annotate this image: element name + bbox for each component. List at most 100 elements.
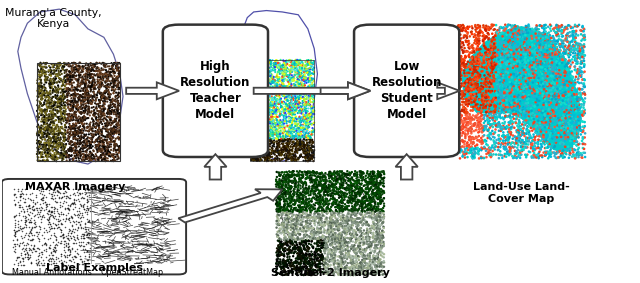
Point <box>538 81 548 86</box>
Point <box>22 216 33 221</box>
Point <box>541 87 552 92</box>
Point <box>529 153 539 157</box>
Point <box>269 142 279 147</box>
Point <box>40 125 51 130</box>
Point <box>90 155 100 159</box>
Point <box>370 258 380 263</box>
Point <box>51 150 61 155</box>
Point <box>297 141 307 145</box>
Point <box>557 29 567 34</box>
Point <box>104 93 115 98</box>
Point <box>63 155 74 160</box>
Point <box>544 77 554 82</box>
Point <box>470 98 481 102</box>
Point <box>278 270 289 274</box>
Point <box>571 132 581 136</box>
Point <box>291 159 301 163</box>
Point <box>278 147 288 152</box>
Point <box>60 62 70 67</box>
Point <box>490 27 500 32</box>
Point <box>278 81 288 86</box>
Point <box>287 75 297 80</box>
Point <box>66 127 76 132</box>
Point <box>86 72 96 77</box>
Point <box>68 187 78 192</box>
Point <box>322 265 332 270</box>
Point <box>102 148 112 153</box>
Point <box>292 131 303 135</box>
Point <box>509 23 520 28</box>
Point <box>296 242 306 246</box>
Point <box>375 248 385 252</box>
Point <box>32 200 42 205</box>
Point <box>354 228 364 232</box>
Point <box>497 84 507 88</box>
Point <box>47 95 58 99</box>
Point <box>465 34 475 38</box>
Point <box>268 63 278 68</box>
Point <box>280 69 290 74</box>
Point <box>49 253 59 258</box>
Point <box>296 123 307 127</box>
Point <box>282 217 292 222</box>
Point <box>56 100 66 104</box>
Point <box>482 89 492 93</box>
Point <box>287 94 298 99</box>
Point <box>299 85 309 89</box>
Point <box>254 73 264 78</box>
Point <box>24 253 35 258</box>
Point <box>552 90 563 95</box>
Point <box>36 151 46 156</box>
Point <box>284 73 294 78</box>
Point <box>355 241 365 245</box>
Point <box>472 147 482 151</box>
Point <box>363 223 373 227</box>
Point <box>476 111 486 115</box>
Point <box>502 151 512 156</box>
Point <box>529 48 540 52</box>
Point <box>42 146 52 151</box>
Point <box>294 84 304 88</box>
Point <box>43 101 53 106</box>
Point <box>271 225 282 230</box>
Point <box>537 144 547 149</box>
Point <box>261 119 271 123</box>
Point <box>468 46 479 50</box>
Point <box>61 132 71 136</box>
Point <box>47 194 58 198</box>
Point <box>543 123 553 127</box>
Point <box>44 104 54 109</box>
Point <box>578 119 588 124</box>
Point <box>566 50 576 54</box>
Point <box>531 45 541 50</box>
Point <box>368 212 378 216</box>
Point <box>296 107 306 111</box>
Point <box>513 155 524 159</box>
Point <box>82 142 92 146</box>
Point <box>329 183 339 187</box>
Point <box>497 31 507 35</box>
Point <box>300 265 310 269</box>
Point <box>342 172 352 177</box>
Point <box>56 98 66 102</box>
Point <box>294 209 305 213</box>
Point <box>474 90 484 95</box>
Point <box>502 114 513 119</box>
Point <box>307 96 317 100</box>
Point <box>340 226 351 231</box>
Point <box>83 240 93 245</box>
Point <box>262 80 273 84</box>
Point <box>469 155 479 159</box>
Point <box>35 208 45 213</box>
Point <box>513 102 524 107</box>
Point <box>113 123 124 127</box>
Point <box>535 125 545 130</box>
Point <box>564 69 575 73</box>
Point <box>295 71 305 76</box>
Point <box>301 153 311 158</box>
Point <box>275 223 285 227</box>
Point <box>348 259 358 263</box>
Point <box>340 218 350 223</box>
Point <box>63 195 74 200</box>
Point <box>82 121 92 126</box>
